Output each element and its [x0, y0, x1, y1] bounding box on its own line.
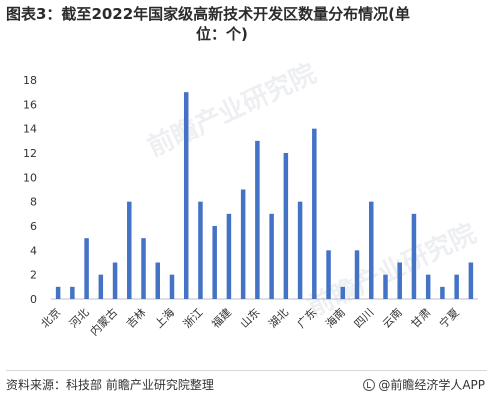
chart-title: 图表3：截至2022年国家级高新技术开发区数量分布情况(单 位：个) — [6, 4, 486, 44]
y-tick-label: 18 — [23, 74, 37, 87]
x-tick-label: 甘肃 — [409, 306, 434, 331]
x-tick-label: 四川 — [352, 306, 377, 331]
brand-credit: @前瞻经济学人APP — [363, 376, 485, 393]
y-tick-label: 4 — [30, 244, 37, 257]
bar-内蒙古 — [112, 262, 118, 299]
bar-福建 — [226, 213, 232, 299]
bar-新疆 — [468, 262, 474, 299]
brand-label: @前瞻经济学人APP — [378, 378, 485, 392]
x-tick-label: 河北 — [67, 306, 92, 331]
y-tick-label: 0 — [30, 293, 37, 306]
bar-江西 — [240, 189, 246, 299]
x-tick-label: 广东 — [295, 306, 320, 331]
bar-广东 — [312, 128, 317, 299]
chart-title-line-1: 图表3：截至2022年国家级高新技术开发区数量分布情况(单 — [6, 5, 411, 23]
bar-江苏 — [183, 92, 189, 300]
bar-北京 — [55, 286, 61, 299]
bar-辽宁 — [127, 201, 132, 299]
bar-山西 — [98, 274, 104, 299]
footer-divider — [6, 370, 487, 371]
bar-山东 — [255, 140, 260, 299]
x-tick-label: 福建 — [209, 305, 234, 330]
bar-河南 — [269, 213, 274, 299]
bar-云南 — [397, 262, 402, 299]
x-tick-label: 山东 — [238, 306, 263, 331]
y-tick-label: 14 — [23, 123, 37, 136]
brand-logo-icon — [363, 379, 376, 391]
chart-title-line-2: 位：个) — [196, 25, 248, 43]
bar-青海 — [440, 286, 445, 299]
x-tick-label: 云南 — [380, 306, 405, 331]
bar-湖北 — [283, 153, 289, 299]
bar-贵州 — [383, 274, 388, 299]
bar-湖南 — [297, 201, 303, 299]
y-tick-label: 10 — [23, 171, 37, 184]
y-tick-label: 16 — [23, 98, 37, 111]
x-tick-label: 内蒙古 — [87, 305, 120, 338]
bar-黑龙江 — [155, 262, 160, 299]
bar-甘肃 — [425, 274, 431, 299]
bar-浙江 — [198, 201, 203, 299]
y-tick-label: 12 — [23, 147, 37, 160]
x-tick-label: 浙江 — [181, 306, 206, 331]
bar-河北 — [84, 238, 89, 299]
bar-四川 — [369, 201, 374, 299]
x-tick-label: 上海 — [152, 305, 177, 330]
bar-安徽 — [212, 226, 217, 299]
bar-天津 — [70, 286, 75, 299]
bar-宁夏 — [454, 274, 459, 299]
bar-吉林 — [141, 238, 146, 299]
y-tick-label: 6 — [30, 220, 37, 233]
bar-上海 — [169, 274, 175, 299]
bar-海南 — [340, 286, 346, 299]
y-tick-label: 8 — [30, 196, 37, 209]
x-tick-label: 海南 — [322, 305, 347, 330]
x-tick-label: 吉林 — [123, 305, 148, 330]
x-tick-label: 湖北 — [266, 306, 291, 331]
bar-广西 — [326, 250, 331, 299]
x-tick-label: 北京 — [38, 305, 63, 330]
y-tick-label: 2 — [30, 269, 37, 282]
bar-西藏 — [411, 213, 417, 299]
source-note: 资料来源：科技部 前瞻产业研究院整理 — [6, 378, 214, 392]
x-tick-label: 宁夏 — [436, 305, 461, 330]
bar-重庆 — [354, 250, 360, 299]
